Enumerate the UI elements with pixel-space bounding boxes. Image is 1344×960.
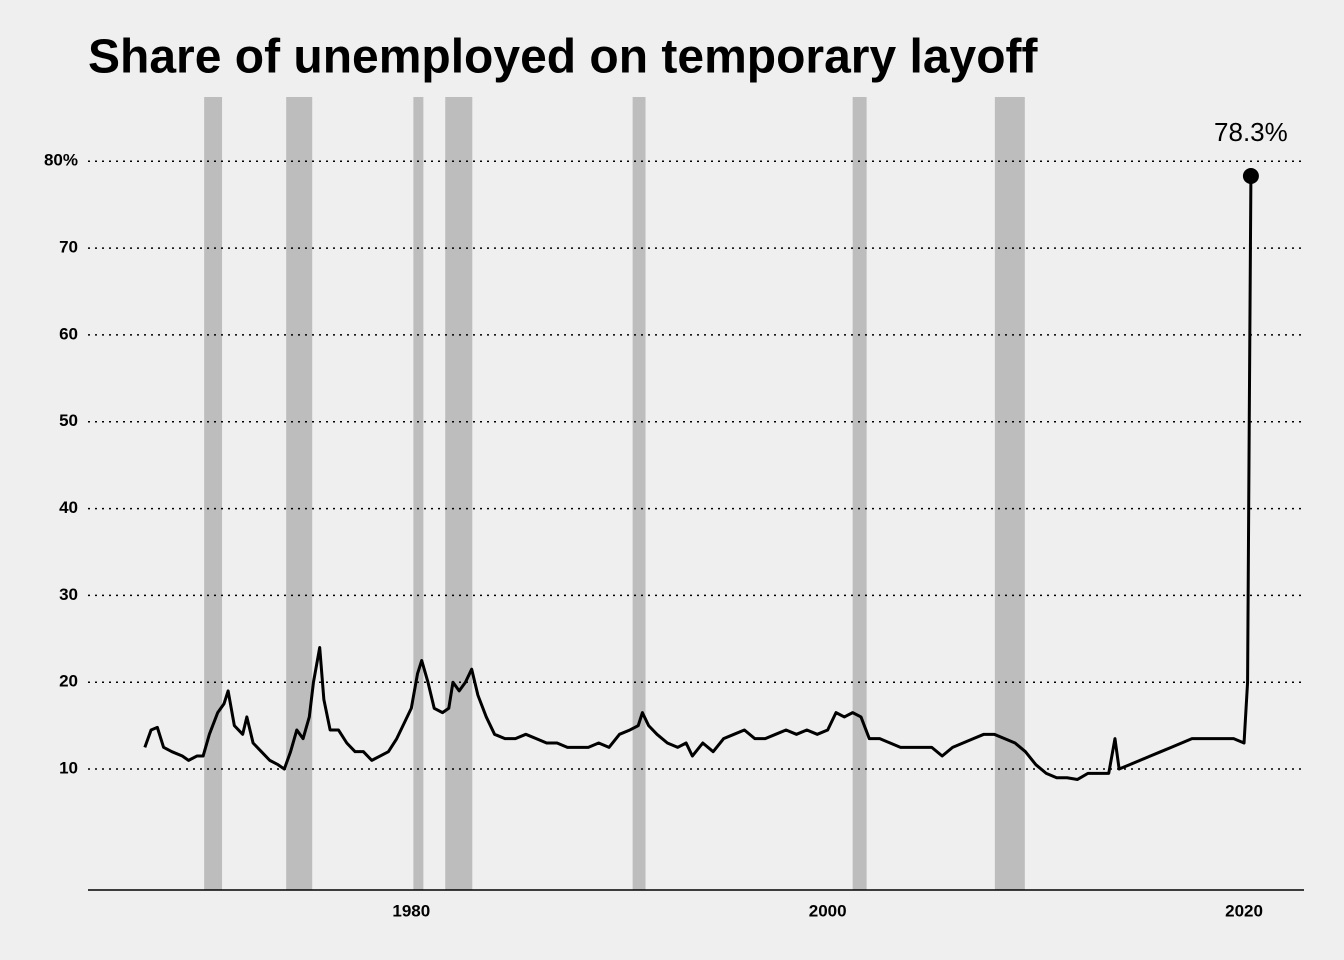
recession-band <box>286 97 313 890</box>
highlight-label: 78.3% <box>1214 117 1288 147</box>
highlight-point <box>1242 168 1259 185</box>
y-tick-label: 20 <box>59 672 78 691</box>
y-tick-label: 30 <box>59 585 78 604</box>
y-tick-label: 50 <box>59 411 78 430</box>
recession-band <box>852 97 867 890</box>
y-tick-label: 70 <box>59 238 78 257</box>
x-tick-label: 2000 <box>809 901 847 920</box>
recession-band <box>204 97 223 890</box>
chart-title: Share of unemployed on temporary layoff <box>88 31 1039 84</box>
recession-band <box>445 97 473 890</box>
x-tick-label: 2020 <box>1225 901 1263 920</box>
y-tick-label: 10 <box>59 759 78 778</box>
y-tick-label: 40 <box>59 498 78 517</box>
recession-band <box>632 97 646 890</box>
line <box>143 176 1253 781</box>
y-tick-label: 60 <box>59 324 78 343</box>
recession-band <box>413 97 424 890</box>
x-tick-label: 1980 <box>392 901 430 920</box>
y-tick-label: 80% <box>44 151 78 170</box>
recession-band <box>994 97 1025 890</box>
